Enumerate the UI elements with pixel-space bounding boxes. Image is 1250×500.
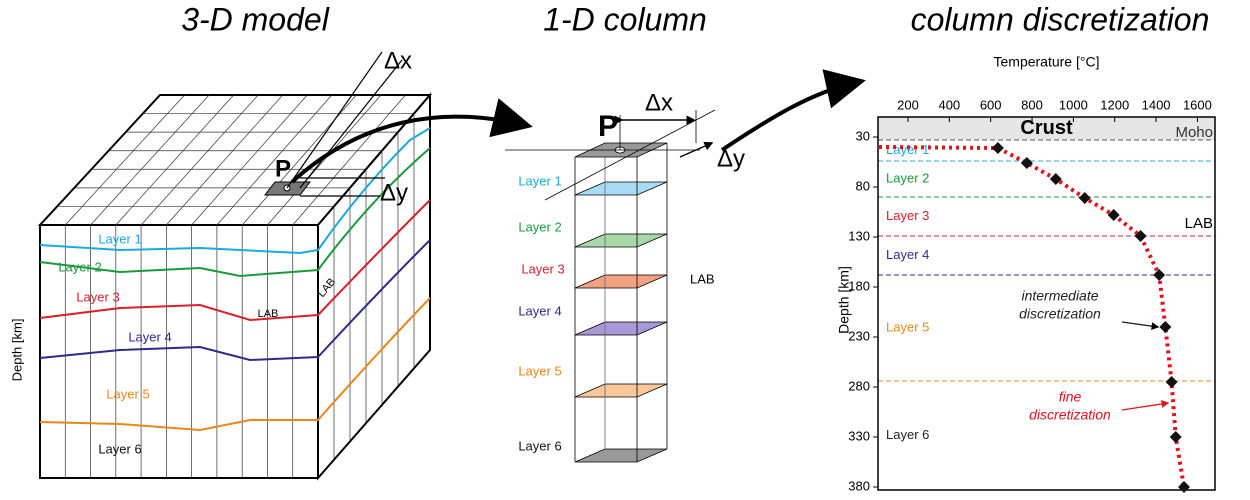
layer-label: Layer 6 bbox=[98, 441, 141, 456]
x-tick-label: 200 bbox=[897, 97, 919, 112]
annotation: intermediate bbox=[1021, 288, 1098, 304]
point-label: P bbox=[598, 110, 618, 143]
panel-title: 3-D model bbox=[181, 1, 330, 37]
annotation: discretization bbox=[1029, 407, 1111, 423]
layer-label: Layer 1 bbox=[518, 173, 561, 188]
dy-label: Δy bbox=[380, 179, 408, 206]
layer-label: Layer 6 bbox=[518, 438, 561, 453]
layer-label: Layer 1 bbox=[98, 231, 141, 246]
layer-label: Layer 2 bbox=[58, 259, 101, 274]
y-tick-label: 30 bbox=[856, 128, 870, 143]
layer-label: Layer 3 bbox=[886, 208, 929, 223]
panel-title: column discretization bbox=[911, 1, 1210, 37]
annotation: fine bbox=[1059, 389, 1082, 405]
dy-label: Δy bbox=[717, 145, 745, 172]
lab-label: LAB bbox=[1185, 215, 1213, 232]
column-model bbox=[505, 110, 715, 462]
node-marker bbox=[1178, 481, 1190, 493]
x-tick-label: 600 bbox=[980, 97, 1002, 112]
layer-label: Layer 3 bbox=[521, 261, 564, 276]
layer-label: Layer 5 bbox=[886, 319, 929, 334]
annotation-arrow bbox=[1122, 403, 1168, 410]
point-label: P bbox=[275, 155, 291, 182]
layer-label: Layer 4 bbox=[128, 329, 171, 344]
layer-label: Layer 3 bbox=[76, 289, 119, 304]
layer-label: Layer 4 bbox=[886, 247, 929, 262]
x-tick-label: 1400 bbox=[1142, 97, 1171, 112]
x-tick-label: 1600 bbox=[1183, 97, 1212, 112]
lab-label: LAB bbox=[690, 271, 715, 286]
figure: 3-D model 1-D column column discretizati… bbox=[0, 0, 1250, 495]
annotation-arrow bbox=[1122, 322, 1158, 327]
layer-label: Layer 2 bbox=[886, 170, 929, 185]
x-axis-label: Temperature [°C] bbox=[994, 54, 1100, 70]
panel-title: 1-D column bbox=[543, 1, 707, 37]
x-tick-label: 1000 bbox=[1059, 97, 1088, 112]
node-marker bbox=[1159, 321, 1171, 333]
lab-label: LAB bbox=[258, 308, 279, 320]
node-marker bbox=[992, 142, 1004, 154]
layer-label: Layer 5 bbox=[518, 363, 561, 378]
y-tick-label: 80 bbox=[856, 178, 870, 193]
dx-label: Δx bbox=[384, 47, 412, 74]
layer-label: Layer 2 bbox=[518, 219, 561, 234]
node-marker bbox=[1166, 376, 1178, 388]
y-tick-label: 280 bbox=[848, 378, 870, 393]
layer-label: Layer 1 bbox=[886, 142, 929, 157]
y-axis-label: Depth [km] bbox=[836, 266, 852, 334]
x-tick-label: 1200 bbox=[1100, 97, 1129, 112]
axis-label: Depth [km] bbox=[9, 319, 24, 382]
layer-label: Layer 6 bbox=[886, 427, 929, 442]
y-tick-label: 330 bbox=[848, 428, 870, 443]
chart: Crust Moho Layer 1 Layer 2 Layer 3 Layer 4 Lay… bbox=[836, 54, 1215, 494]
annotation: discretization bbox=[1019, 306, 1101, 322]
layer-label: Layer 5 bbox=[106, 386, 149, 401]
moho-label: Moho bbox=[1175, 124, 1213, 141]
arrow bbox=[722, 82, 858, 150]
node-marker bbox=[1021, 157, 1033, 169]
crust-label: Crust bbox=[1020, 117, 1073, 139]
y-tick-label: 130 bbox=[848, 228, 870, 243]
node-marker bbox=[1170, 431, 1182, 443]
x-tick-label: 400 bbox=[938, 97, 960, 112]
y-tick-label: 380 bbox=[848, 478, 870, 493]
x-tick-label: 800 bbox=[1021, 97, 1043, 112]
layer-label: Layer 4 bbox=[518, 303, 561, 318]
dx-label: Δx bbox=[645, 89, 673, 116]
